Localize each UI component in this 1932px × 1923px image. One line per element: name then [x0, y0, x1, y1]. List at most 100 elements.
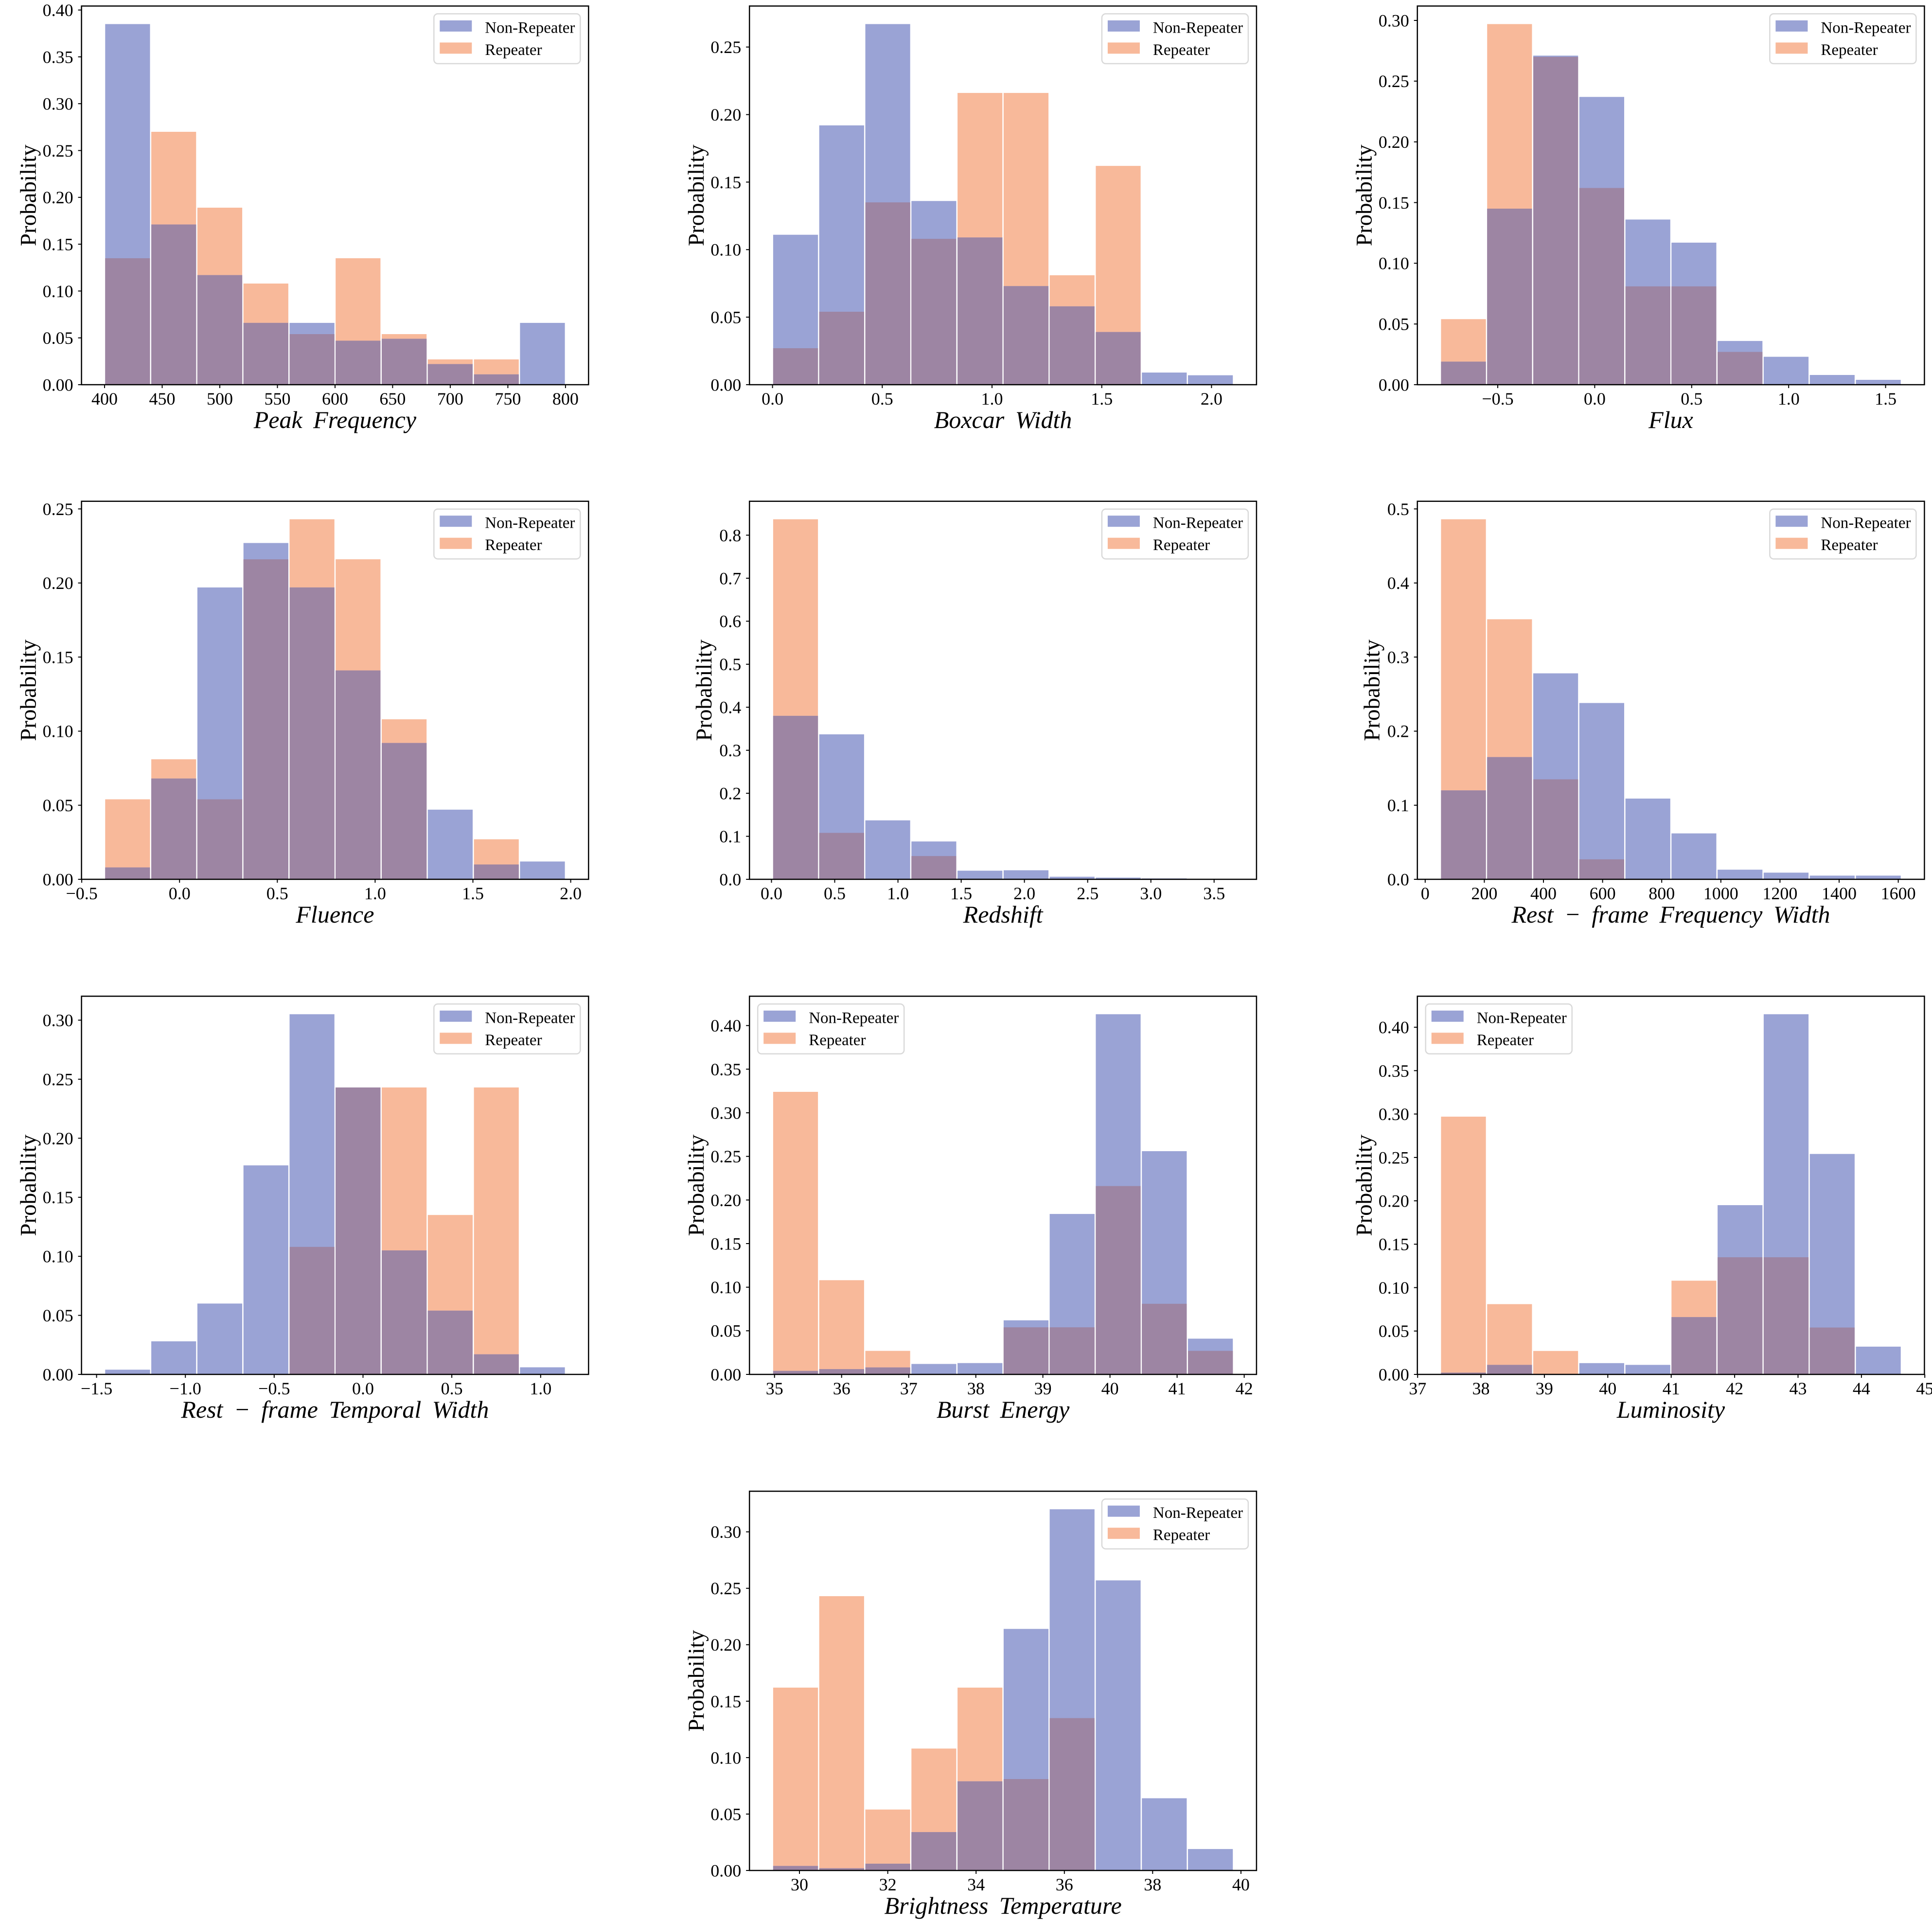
svg-text:0.0: 0.0 — [1387, 870, 1409, 889]
svg-text:0.15: 0.15 — [710, 173, 741, 192]
svg-text:45: 45 — [1916, 1379, 1932, 1398]
svg-text:0.05: 0.05 — [43, 1306, 73, 1325]
svg-text:0.30: 0.30 — [43, 1011, 73, 1030]
svg-text:0.0: 0.0 — [169, 884, 191, 903]
svg-text:0.25: 0.25 — [1379, 1148, 1409, 1167]
svg-text:0.10: 0.10 — [710, 1748, 741, 1767]
svg-text:0: 0 — [1421, 884, 1430, 903]
svg-text:0.30: 0.30 — [710, 1103, 741, 1122]
svg-text:1.0: 1.0 — [887, 884, 909, 903]
svg-text:0.8: 0.8 — [719, 526, 741, 545]
svg-text:0.40: 0.40 — [1379, 1018, 1409, 1037]
svg-text:32: 32 — [879, 1875, 897, 1894]
svg-text:0.10: 0.10 — [43, 282, 73, 301]
svg-text:Repeater: Repeater — [485, 536, 542, 554]
svg-text:Probability: Probability — [684, 1134, 709, 1236]
svg-text:1.5: 1.5 — [1875, 389, 1897, 409]
svg-text:−0.5: −0.5 — [66, 884, 97, 903]
svg-text:0.5: 0.5 — [719, 655, 741, 674]
svg-text:−0.5: −0.5 — [1482, 389, 1513, 409]
svg-text:0.3: 0.3 — [1387, 647, 1409, 667]
svg-text:0.00: 0.00 — [1379, 1365, 1409, 1384]
svg-text:Repeater: Repeater — [485, 1032, 542, 1049]
svg-text:Non-Repeater: Non-Repeater — [485, 515, 575, 532]
svg-text:0.3: 0.3 — [719, 741, 741, 760]
svg-text:Repeater: Repeater — [1153, 41, 1210, 59]
svg-text:Burst Energy: Burst Energy — [937, 1396, 1070, 1423]
svg-text:0.35: 0.35 — [43, 47, 73, 67]
svg-text:Non-Repeater: Non-Repeater — [1821, 515, 1911, 532]
svg-text:0.0: 0.0 — [761, 884, 782, 903]
svg-text:Boxcar Width: Boxcar Width — [934, 406, 1072, 433]
svg-text:0.4: 0.4 — [719, 698, 741, 717]
svg-text:1600: 1600 — [1881, 884, 1916, 903]
svg-text:3.0: 3.0 — [1140, 884, 1162, 903]
svg-text:0.2: 0.2 — [719, 784, 741, 803]
svg-text:0.20: 0.20 — [43, 188, 73, 207]
svg-text:Probability: Probability — [16, 144, 41, 246]
svg-text:2.0: 2.0 — [1013, 884, 1035, 903]
svg-text:Brightness Temperature: Brightness Temperature — [884, 1892, 1121, 1919]
svg-text:450: 450 — [149, 389, 176, 409]
svg-text:Probability: Probability — [16, 639, 41, 741]
svg-text:0.30: 0.30 — [1379, 11, 1409, 30]
svg-text:0.05: 0.05 — [710, 1321, 741, 1341]
svg-text:2.0: 2.0 — [1201, 389, 1223, 409]
svg-text:0.20: 0.20 — [710, 1191, 741, 1210]
svg-text:0.40: 0.40 — [43, 0, 73, 20]
svg-text:0.05: 0.05 — [1379, 315, 1409, 334]
svg-text:0.20: 0.20 — [710, 1635, 741, 1655]
svg-text:Repeater: Repeater — [1821, 41, 1878, 59]
svg-text:0.20: 0.20 — [43, 1129, 73, 1148]
svg-text:Non-Repeater: Non-Repeater — [485, 1009, 575, 1027]
svg-text:Peak Frequency: Peak Frequency — [253, 406, 417, 433]
svg-text:Rest − frame Frequency Wid: Rest − frame Frequency Width — [1511, 901, 1830, 928]
svg-text:0.05: 0.05 — [43, 328, 73, 348]
svg-text:Probability: Probability — [1360, 639, 1385, 741]
svg-text:0.0: 0.0 — [719, 870, 741, 889]
svg-text:0.10: 0.10 — [710, 240, 741, 260]
svg-text:40: 40 — [1599, 1379, 1616, 1398]
svg-text:2.0: 2.0 — [560, 884, 582, 903]
svg-text:0.15: 0.15 — [710, 1234, 741, 1253]
svg-text:0.05: 0.05 — [1379, 1321, 1409, 1341]
svg-text:Probability: Probability — [1352, 144, 1377, 246]
svg-text:0.30: 0.30 — [710, 1522, 741, 1542]
svg-text:0.5: 0.5 — [266, 884, 288, 903]
svg-text:2.5: 2.5 — [1077, 884, 1099, 903]
svg-text:43: 43 — [1790, 1379, 1807, 1398]
svg-text:400: 400 — [91, 389, 118, 409]
svg-text:0.40: 0.40 — [710, 1016, 741, 1035]
svg-text:500: 500 — [207, 389, 233, 409]
svg-text:41: 41 — [1663, 1379, 1680, 1398]
svg-text:39: 39 — [1034, 1379, 1052, 1398]
svg-text:Repeater: Repeater — [485, 41, 542, 59]
svg-text:0.10: 0.10 — [1379, 254, 1409, 273]
svg-text:0.05: 0.05 — [710, 1804, 741, 1824]
svg-text:800: 800 — [552, 389, 579, 409]
svg-text:200: 200 — [1471, 884, 1497, 903]
svg-text:1.5: 1.5 — [462, 884, 484, 903]
svg-text:0.30: 0.30 — [1379, 1104, 1409, 1124]
svg-text:0.7: 0.7 — [719, 569, 741, 588]
svg-text:Non-Repeater: Non-Repeater — [1153, 19, 1243, 36]
svg-text:0.4: 0.4 — [1387, 573, 1409, 593]
svg-text:1.5: 1.5 — [1091, 389, 1113, 409]
svg-text:Repeater: Repeater — [1153, 1527, 1210, 1544]
svg-text:0.25: 0.25 — [43, 499, 73, 519]
svg-text:1.0: 1.0 — [364, 884, 386, 903]
svg-text:−0.5: −0.5 — [258, 1379, 290, 1398]
svg-text:0.25: 0.25 — [1379, 71, 1409, 91]
svg-text:Non-Repeater: Non-Repeater — [485, 19, 575, 36]
svg-text:30: 30 — [791, 1875, 808, 1894]
svg-text:0.15: 0.15 — [1379, 1235, 1409, 1254]
svg-text:Repeater: Repeater — [809, 1032, 866, 1049]
svg-text:1400: 1400 — [1822, 884, 1857, 903]
svg-text:0.20: 0.20 — [1379, 132, 1409, 152]
svg-text:0.1: 0.1 — [719, 827, 741, 846]
svg-text:0.25: 0.25 — [710, 1579, 741, 1598]
svg-text:0.30: 0.30 — [43, 94, 73, 114]
svg-text:0.5: 0.5 — [824, 884, 846, 903]
svg-text:0.00: 0.00 — [710, 1365, 741, 1384]
svg-text:0.1: 0.1 — [1387, 796, 1409, 815]
